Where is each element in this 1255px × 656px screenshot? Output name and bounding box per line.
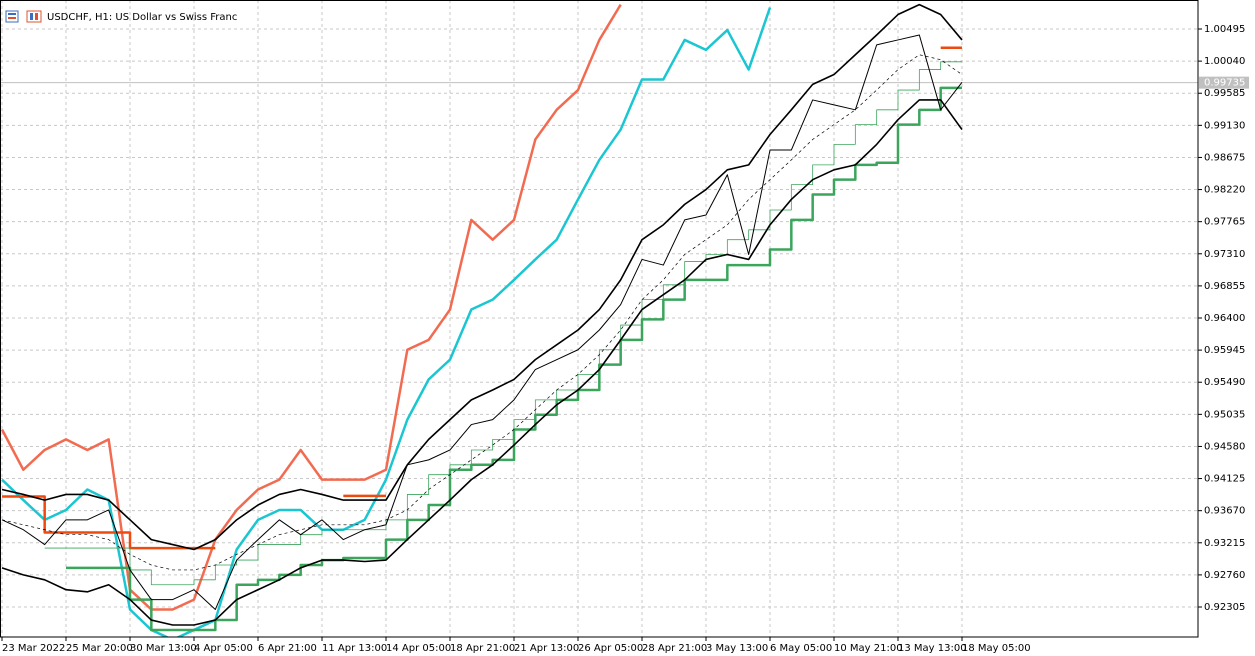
x-tick-label: 14 Apr 05:00 [386, 643, 451, 654]
x-tick-label: 3 May 13:00 [706, 643, 768, 654]
icon [5, 10, 19, 23]
y-tick-label: 1.00495 [1204, 24, 1245, 35]
chart-title: USDCHF, H1: US Dollar vs Swiss Franc [47, 12, 237, 23]
icon [8, 17, 16, 19]
x-tick-label: 30 Mar 13:00 [130, 643, 197, 654]
series-line [44, 61, 962, 586]
y-tick-label: 0.95035 [1204, 409, 1245, 420]
last-price-box [1199, 76, 1249, 89]
axes: 0.92305 0.92760 0.93215 0.93670 0.94125 0.945… [1, 24, 1249, 654]
y-tick-label: 0.94125 [1204, 474, 1245, 485]
last-price-label: 0.99735 [1204, 78, 1245, 89]
y-tick-label: 0.96855 [1204, 281, 1245, 292]
x-tick-label: 4 Apr 05:00 [194, 643, 253, 654]
series-layer [0, 3, 963, 637]
x-tick-label: 28 Apr 21:00 [642, 643, 707, 654]
y-tick-label: 0.96400 [1204, 313, 1245, 324]
icon [35, 13, 38, 20]
x-tick-label: 25 Mar 20:00 [66, 643, 133, 654]
icon [8, 13, 16, 15]
y-tick-label: 0.93215 [1204, 538, 1245, 549]
y-tick-label: 0.95490 [1204, 377, 1245, 388]
series-line [2, 46, 962, 550]
x-tick-label: 13 May 13:00 [898, 643, 967, 654]
x-tick-label: 21 Apr 13:00 [514, 643, 579, 654]
series-line [1, 7, 772, 637]
x-tick-label: 6 Apr 21:00 [258, 643, 317, 654]
icon [26, 10, 42, 23]
y-tick-label: 0.99585 [1204, 88, 1245, 99]
y-tick-label: 0.94580 [1204, 441, 1245, 452]
x-tick-label: 26 Apr 05:00 [578, 643, 643, 654]
x-tick-label: 18 Apr 21:00 [450, 643, 515, 654]
series-line [0, 4, 622, 611]
y-tick-label: 0.98675 [1204, 152, 1245, 163]
x-tick-label: 23 Mar 2022 [2, 643, 65, 654]
grid [0, 0, 1198, 637]
y-tick-label: 0.92305 [1204, 602, 1245, 613]
icon [30, 13, 33, 20]
x-tick-label: 6 May 05:00 [770, 643, 832, 654]
y-tick-label: 0.93670 [1204, 506, 1245, 517]
x-tick-label: 10 May 21:00 [834, 643, 903, 654]
y-tick-label: 0.97310 [1204, 249, 1245, 260]
series-line [1, 34, 963, 610]
series-line [1, 99, 963, 626]
series-line [1, 54, 963, 571]
series-line [1, 3, 963, 551]
x-tick-label: 11 Apr 13:00 [322, 643, 387, 654]
y-tick-label: 1.00040 [1204, 56, 1245, 67]
symbol-icons [5, 10, 42, 23]
y-tick-label: 0.99130 [1204, 120, 1245, 131]
y-tick-label: 0.98220 [1204, 185, 1245, 196]
y-tick-label: 0.97765 [1204, 217, 1245, 228]
plot-frame [0, 0, 1199, 638]
x-tick-label: 18 May 05:00 [962, 643, 1031, 654]
y-tick-label: 0.92760 [1204, 570, 1245, 581]
series-line [66, 86, 962, 632]
y-tick-label: 0.95945 [1204, 345, 1245, 356]
